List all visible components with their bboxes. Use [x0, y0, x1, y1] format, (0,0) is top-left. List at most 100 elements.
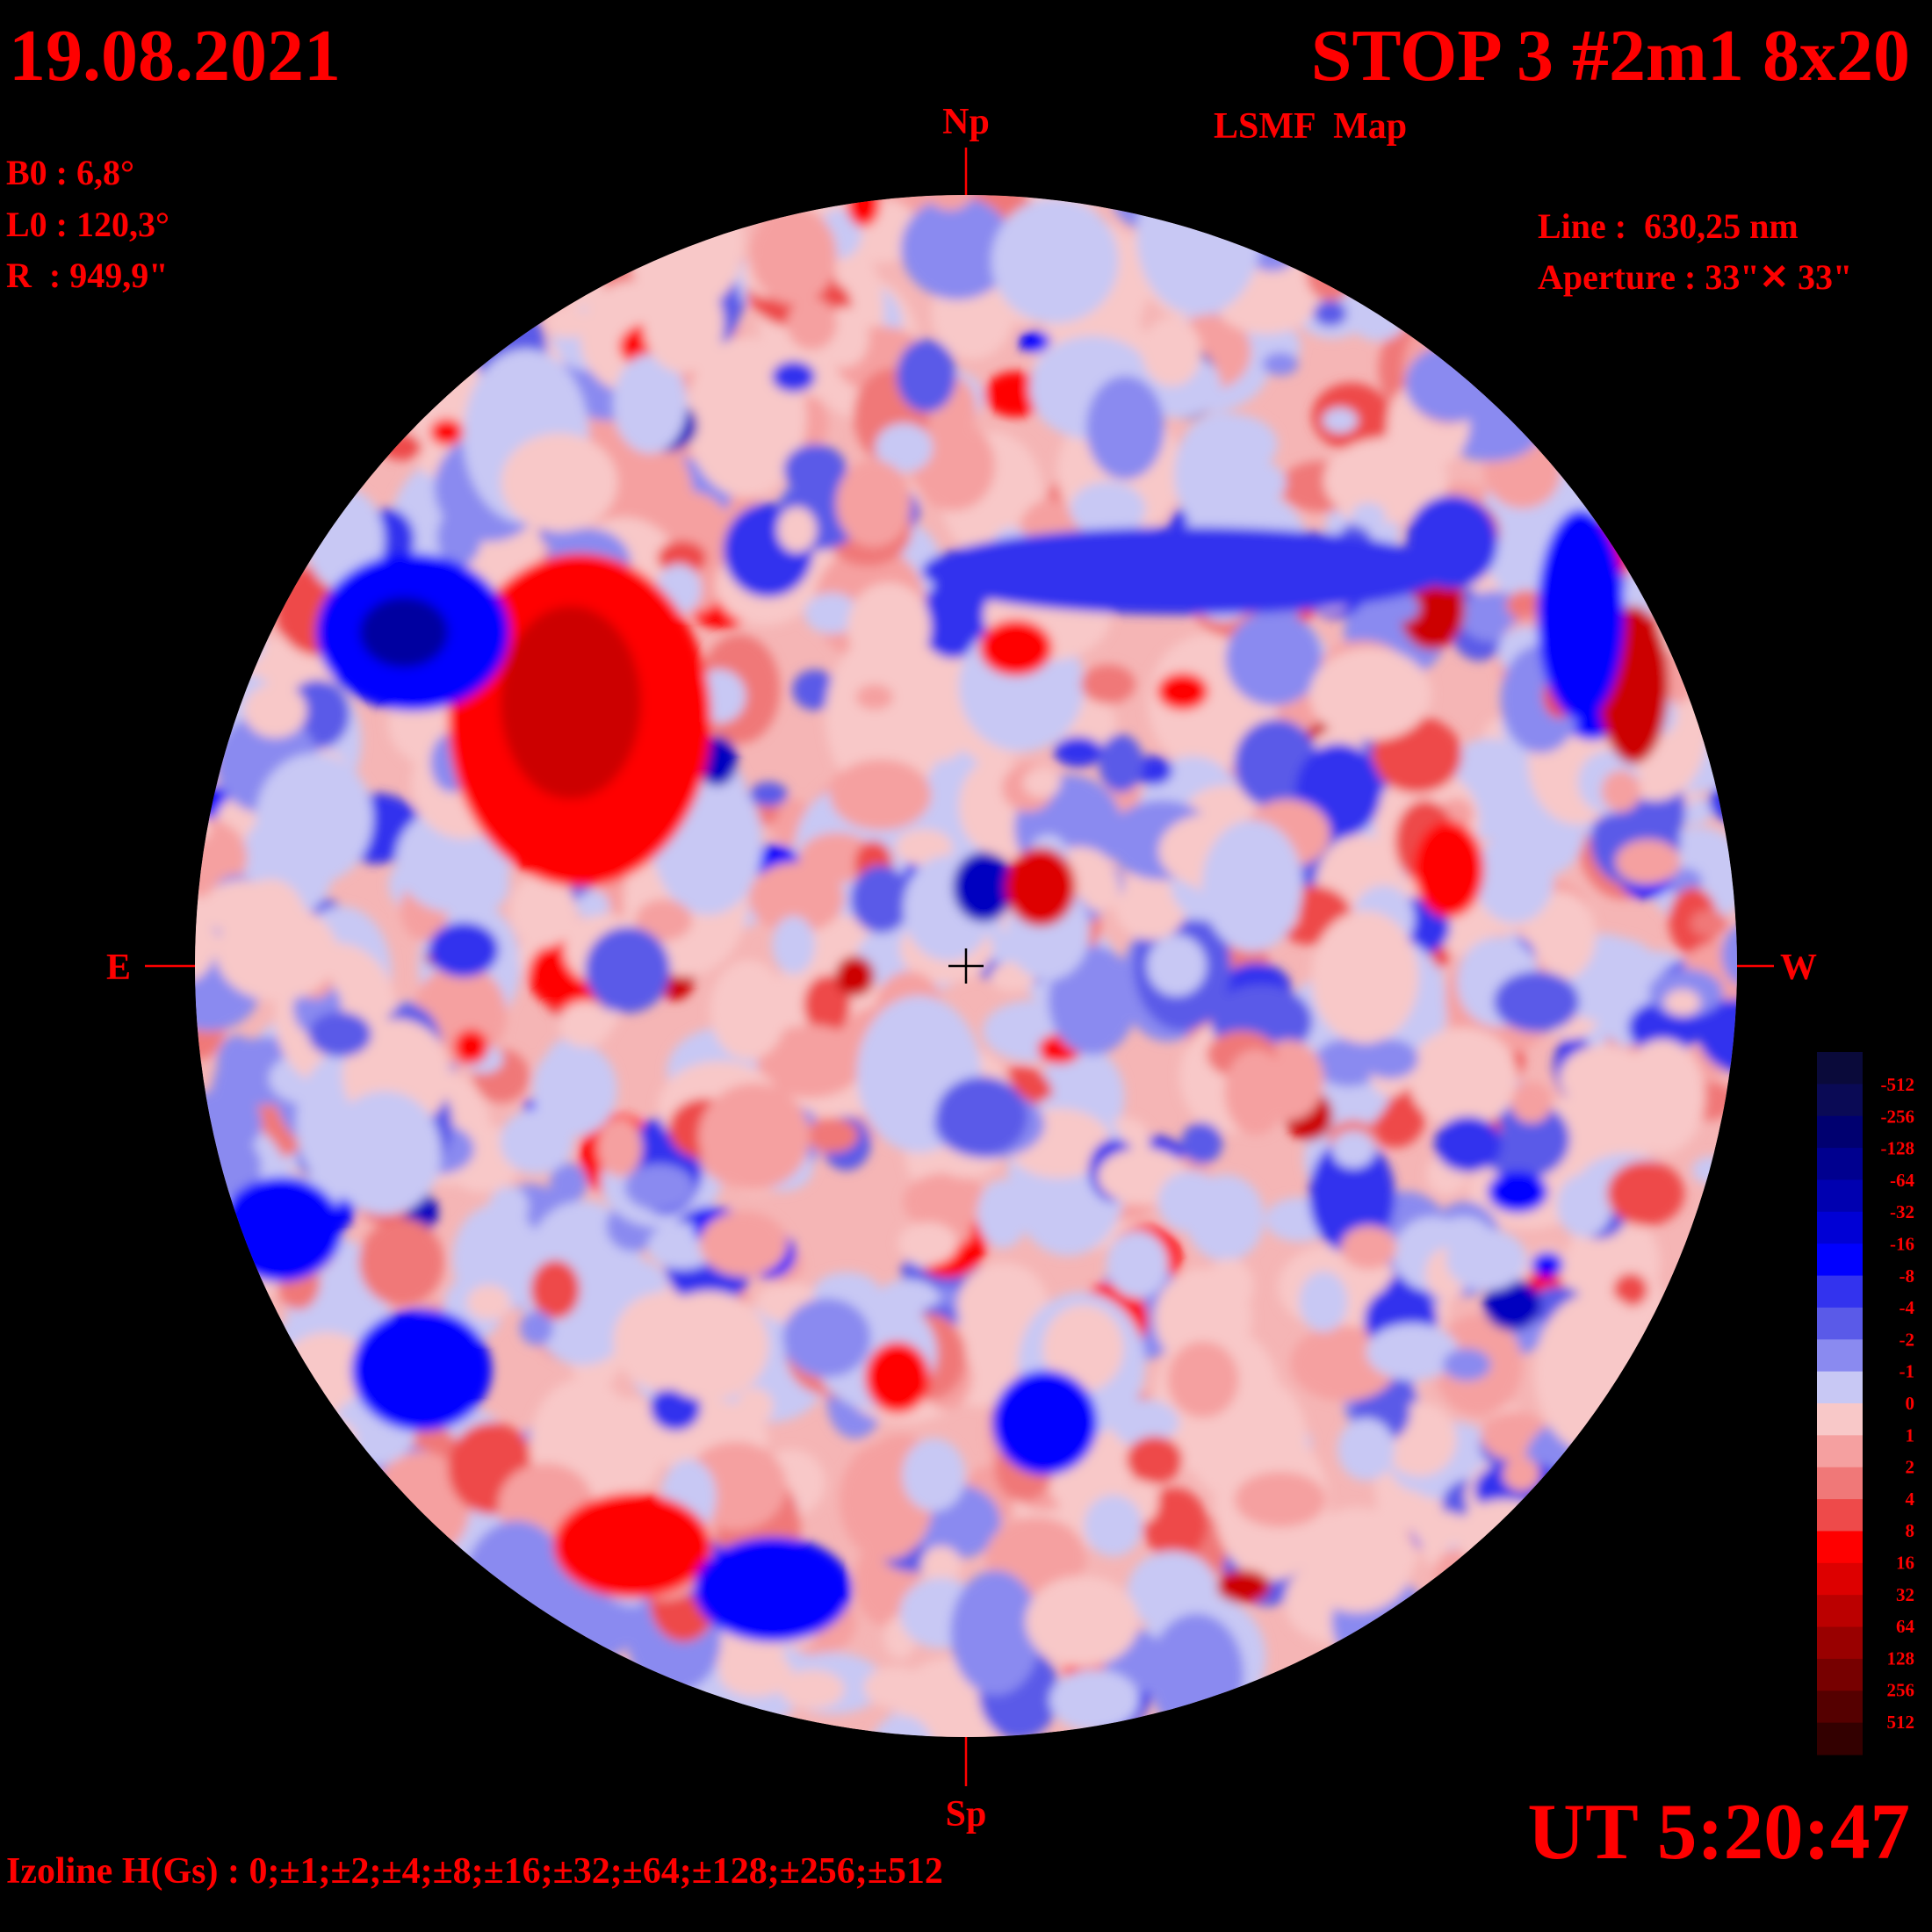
field-patch: [429, 418, 464, 446]
field-patch: [631, 872, 664, 909]
title: STOP 3 #2m1 8x20: [1311, 15, 1910, 97]
field-patch: [749, 782, 788, 807]
field-patch: [643, 274, 724, 373]
field-patch: [1524, 891, 1597, 981]
field-patch: [624, 1164, 695, 1211]
field-patch: [898, 1222, 958, 1265]
field-patch: [1613, 1272, 1648, 1307]
colorbar-swatch: [1817, 1244, 1863, 1277]
field-patch: [1308, 1137, 1395, 1254]
field-patch: [308, 1012, 372, 1057]
field-patch: [1201, 819, 1303, 952]
field-patch: [835, 459, 912, 547]
field-patch: [804, 975, 851, 1034]
colorbar-swatch: [1817, 1211, 1863, 1244]
field-patch: [991, 198, 1119, 324]
field-patch: [1157, 672, 1208, 710]
field-patch: [1099, 734, 1143, 793]
field-patch: [920, 1546, 962, 1584]
field-patch: [893, 1064, 950, 1099]
instrument-info: Line : 630,25 nm: [1538, 206, 1799, 246]
subtitle: LSMF Map: [1214, 106, 1407, 147]
time: UT 5:20:47: [1527, 1787, 1910, 1876]
field-patch: [358, 1218, 444, 1307]
field-patch: [1351, 502, 1386, 529]
field-patch: [1262, 352, 1299, 376]
field-patch: [1216, 1569, 1271, 1604]
field-patch: [1487, 1171, 1548, 1214]
colorbar-label: 8: [1906, 1520, 1915, 1541]
field-patch: [613, 354, 688, 454]
field-patch: [1537, 509, 1625, 720]
field-patch: [545, 306, 588, 338]
field-patch: [1142, 317, 1202, 386]
west-label: W: [1780, 948, 1817, 988]
field-patch: [855, 684, 894, 710]
field-patch: [772, 915, 816, 975]
field-patch: [896, 339, 956, 413]
field-patch: [1434, 1116, 1503, 1172]
colorbar-swatch: [1817, 1595, 1863, 1628]
field-patch: [1556, 1173, 1612, 1237]
field-patch: [825, 631, 947, 801]
colorbar-swatch: [1817, 1562, 1863, 1596]
field-patch: [777, 507, 817, 553]
field-patch: [1301, 1507, 1414, 1613]
field-patch: [1048, 945, 1137, 1056]
colorbar-label: 128: [1887, 1647, 1915, 1669]
field-patch: [710, 960, 788, 1060]
field-patch: [1143, 1488, 1208, 1561]
field-patch: [635, 899, 693, 941]
colorbar-swatch: [1817, 1307, 1863, 1340]
field-patch: [360, 597, 448, 667]
field-patch: [1234, 1471, 1327, 1528]
field-patch: [1721, 922, 1737, 988]
field-patch: [1331, 1130, 1375, 1169]
field-patch: [1054, 736, 1103, 768]
field-patch: [1225, 611, 1323, 706]
field-patch: [830, 759, 932, 831]
field-patch: [1221, 460, 1287, 506]
east-label: E: [106, 948, 131, 988]
field-patch: [979, 619, 1053, 676]
field-patch: [718, 1650, 793, 1698]
field-patch: [698, 1083, 811, 1191]
colorbar-swatch: [1817, 1275, 1863, 1308]
field-patch: [1157, 1171, 1224, 1233]
colorbar-label: 0: [1906, 1393, 1915, 1414]
field-patch: [597, 1118, 643, 1178]
field-patch: [1606, 1160, 1685, 1226]
field-patch: [847, 195, 881, 227]
colorbar-label: -4: [1900, 1297, 1915, 1318]
field-patch: [902, 1438, 966, 1511]
field-patch: [1309, 647, 1431, 741]
date: 19.08.2021: [9, 15, 341, 97]
field-patch: [1493, 970, 1580, 1033]
field-patch: [748, 861, 845, 934]
field-patch: [922, 527, 1449, 615]
field-patch: [875, 422, 934, 472]
field-patch: [992, 1370, 1098, 1475]
colorbar-swatch: [1817, 1531, 1863, 1564]
field-patch: [1690, 909, 1728, 938]
field-patch: [1322, 407, 1358, 434]
field-patch: [1340, 1225, 1397, 1270]
colorbar-swatch: [1817, 1179, 1863, 1213]
field-patch: [1018, 331, 1051, 353]
colorbar-swatch: [1817, 1148, 1863, 1180]
field-patch: [863, 1666, 927, 1709]
field-patch: [900, 196, 1014, 300]
field-patch: [804, 593, 859, 634]
colorbar-swatch: [1817, 1722, 1863, 1755]
field-patch: [649, 1291, 769, 1401]
colorbar-swatch: [1817, 1052, 1863, 1085]
field-patch: [850, 865, 912, 934]
colorbar-label: -1: [1900, 1361, 1915, 1382]
field-patch: [215, 903, 338, 1001]
field-patch: [903, 1172, 988, 1230]
colorbar-label: -256: [1881, 1106, 1915, 1127]
field-patch: [453, 1029, 489, 1065]
field-patch: [771, 361, 816, 393]
field-patch: [1506, 589, 1546, 621]
field-patch: [1070, 481, 1146, 537]
